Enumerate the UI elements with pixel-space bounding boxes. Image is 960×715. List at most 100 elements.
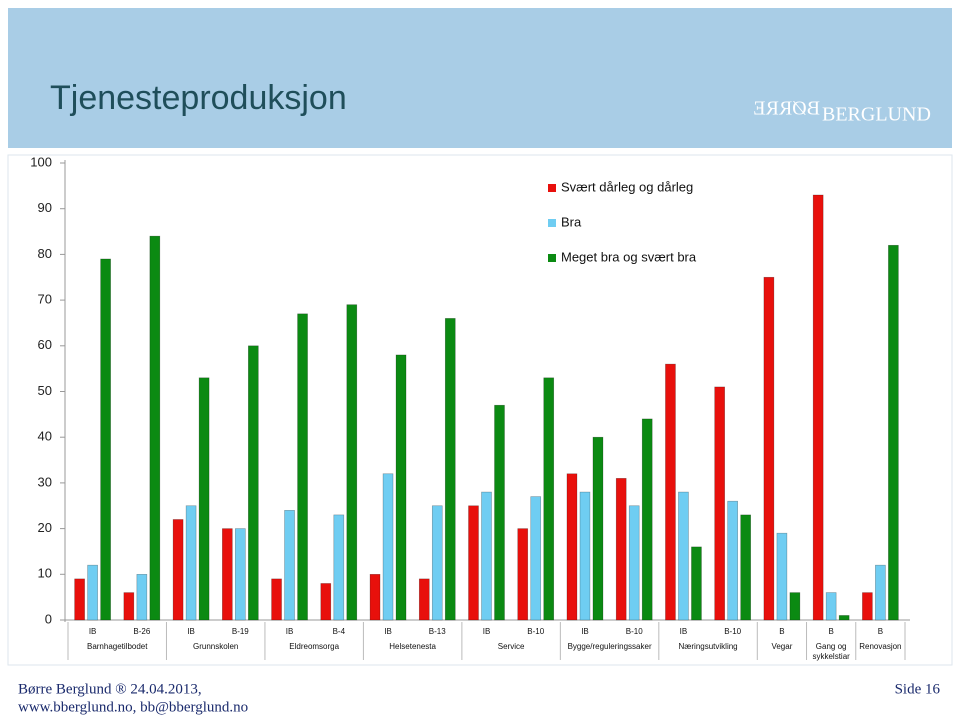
bar — [875, 564, 886, 621]
bar — [530, 496, 542, 621]
legend-swatch — [548, 254, 556, 262]
bar — [825, 592, 837, 621]
bar — [235, 528, 246, 621]
group-label: Service — [498, 642, 525, 651]
bar — [248, 345, 259, 621]
y-tick-label: 50 — [38, 383, 52, 398]
bar — [592, 436, 604, 621]
bar — [284, 510, 295, 621]
header-band — [8, 8, 952, 148]
bar — [87, 564, 98, 621]
bar — [628, 505, 640, 621]
bar — [812, 194, 824, 621]
x-tick-label: IB — [286, 627, 294, 636]
x-tick-label: B-26 — [133, 627, 150, 636]
group-label: Næringsutvikling — [678, 642, 737, 651]
legend-label: Bra — [561, 214, 582, 229]
bar — [382, 473, 394, 621]
x-tick-label: IB — [680, 627, 688, 636]
x-tick-label: IB — [89, 627, 97, 636]
legend-swatch — [548, 219, 556, 227]
x-tick-label: B-13 — [429, 627, 446, 636]
group-label: Helsetenesta — [389, 642, 436, 651]
footer-line: www.bberglund.no, bb@bberglund.no — [18, 699, 248, 715]
x-tick-label: B — [878, 627, 883, 636]
bar — [136, 573, 148, 621]
x-tick-label: B-10 — [724, 627, 741, 636]
chart-title: Tjenesteproduksjon — [50, 79, 347, 117]
y-tick-label: 20 — [38, 520, 52, 535]
x-tick-label: IB — [384, 627, 392, 636]
x-tick-label: B — [779, 627, 784, 636]
bar — [776, 532, 788, 621]
x-tick-label: IB — [581, 627, 589, 636]
bar — [517, 528, 529, 621]
y-tick-label: 10 — [38, 566, 52, 581]
bar — [468, 505, 479, 621]
page-number: Side 16 — [895, 681, 941, 697]
bar — [271, 578, 282, 621]
x-tick-label: B-19 — [232, 627, 249, 636]
bar — [297, 313, 308, 621]
y-tick-label: 90 — [38, 200, 52, 215]
x-tick-label: B — [828, 627, 833, 636]
bar — [346, 304, 358, 621]
group-label: Bygge/reguleringssaker — [568, 642, 652, 651]
bar — [185, 505, 197, 621]
x-tick-label: B-10 — [626, 627, 643, 636]
logo: BØRRE BERGLUND — [753, 98, 931, 126]
bar — [444, 318, 456, 621]
bar — [740, 514, 751, 621]
group-label: Barnhagetilbodet — [87, 642, 148, 651]
y-tick-label: 60 — [38, 337, 52, 352]
bar — [888, 244, 899, 621]
bar — [100, 258, 111, 621]
bar — [763, 276, 775, 621]
x-tick-label: B-10 — [527, 627, 544, 636]
bar — [369, 573, 381, 621]
bar — [727, 500, 738, 621]
group-label: Grunnskolen — [193, 642, 238, 651]
x-tick-label: IB — [483, 627, 491, 636]
logo-name: BERGLUND — [822, 104, 931, 126]
bar — [320, 583, 332, 621]
legend-swatch — [548, 184, 556, 192]
bar — [665, 363, 676, 621]
bar — [431, 505, 443, 621]
bar — [678, 491, 689, 621]
y-tick-label: 0 — [45, 611, 52, 626]
x-tick-label: B-4 — [333, 627, 346, 636]
bar — [481, 491, 492, 621]
x-tick-label: IB — [187, 627, 195, 636]
bar — [74, 578, 85, 621]
bar — [543, 377, 555, 621]
bar — [566, 473, 578, 621]
group-label: Vegar — [771, 642, 792, 651]
bar — [198, 377, 210, 621]
logo-mirrored: BØRRE — [753, 98, 820, 120]
bar — [395, 354, 407, 621]
chart-frame — [7, 154, 953, 666]
group-label: Gang og sykkelstiar — [812, 642, 850, 661]
bar — [789, 592, 801, 621]
bar — [494, 404, 505, 621]
bar — [149, 235, 161, 621]
bar — [691, 546, 702, 621]
y-tick-label: 40 — [38, 429, 52, 444]
bar — [838, 615, 850, 621]
bar — [222, 528, 233, 621]
bar — [862, 592, 873, 621]
bar — [123, 592, 135, 621]
group-label: Renovasjon — [859, 642, 901, 651]
bar — [615, 478, 627, 621]
bar — [641, 418, 653, 621]
bar — [172, 519, 184, 621]
bar — [579, 491, 591, 621]
legend-label: Svært dårleg og dårleg — [561, 179, 693, 194]
bar — [333, 514, 345, 621]
group-label: Eldreomsorga — [289, 642, 339, 651]
y-tick-label: 30 — [38, 474, 52, 489]
bar — [714, 386, 725, 621]
bar — [418, 578, 430, 621]
